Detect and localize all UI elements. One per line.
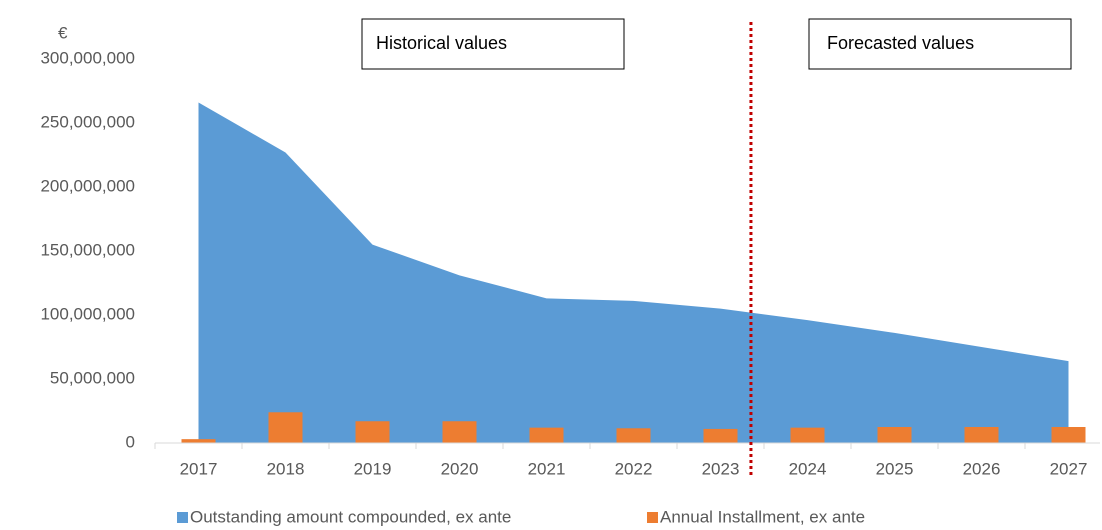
x-tick-label: 2026 — [963, 459, 1001, 478]
bar — [442, 421, 477, 443]
x-tick-label: 2025 — [876, 459, 914, 478]
bar — [268, 412, 303, 443]
y-tick-label: 300,000,000 — [40, 48, 135, 67]
annotation-frame — [361, 18, 625, 70]
y-tick-label: 200,000,000 — [40, 176, 135, 195]
y-tick-label: 150,000,000 — [40, 240, 135, 259]
x-tick-label: 2022 — [615, 459, 653, 478]
y-tick-label: 0 — [126, 432, 135, 451]
legend-swatch — [177, 512, 188, 523]
x-tick-label: 2023 — [702, 459, 740, 478]
bar — [703, 428, 738, 443]
bar — [964, 427, 999, 443]
bar — [877, 427, 912, 443]
unit-label: € — [58, 23, 68, 42]
x-tick-label: 2018 — [267, 459, 305, 478]
annotation-frame — [808, 18, 1072, 70]
y-tick-label: 100,000,000 — [40, 304, 135, 323]
bar — [355, 421, 390, 443]
bar — [790, 427, 825, 443]
area — [198, 102, 1069, 444]
x-tick-label: 2019 — [354, 459, 392, 478]
legend-label: Outstanding amount compounded, ex ante — [190, 507, 511, 526]
x-tick-label: 2024 — [789, 459, 827, 478]
annotation: Forecasted values — [827, 33, 974, 53]
x-tick-label: 2027 — [1050, 459, 1088, 478]
x-tick-label: 2017 — [180, 459, 218, 478]
annotation: Historical values — [376, 33, 507, 53]
x-tick-label: 2021 — [528, 459, 566, 478]
annotation-box: Historical values Forecasted values — [361, 18, 1072, 70]
bar — [181, 439, 216, 443]
x-tick-label: 2020 — [441, 459, 479, 478]
bar — [616, 428, 651, 443]
legend-label: Annual Installment, ex ante — [660, 507, 865, 526]
y-tick-label: 50,000,000 — [50, 368, 135, 387]
legend-swatch — [647, 512, 658, 523]
y-tick-label: 250,000,000 — [40, 112, 135, 131]
bar — [529, 427, 564, 443]
bar — [1051, 427, 1086, 443]
